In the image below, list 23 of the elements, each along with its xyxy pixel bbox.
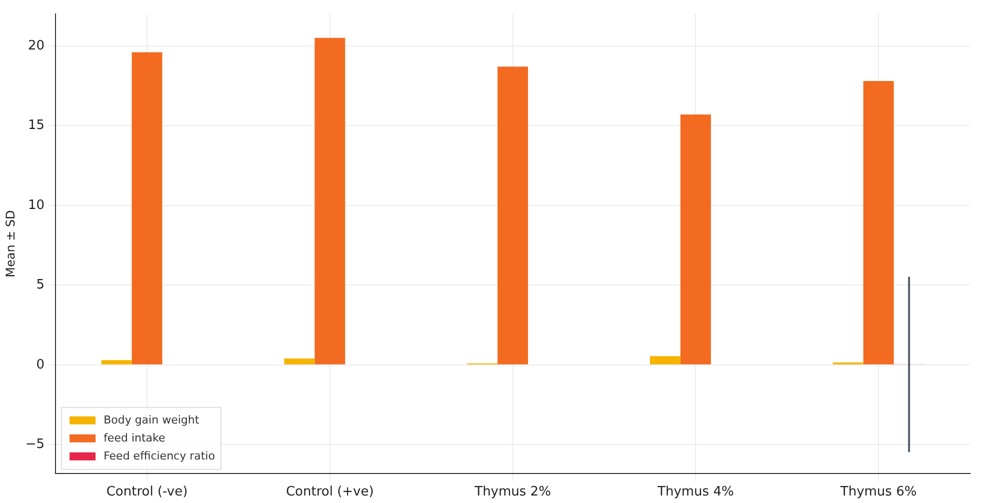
legend-label: Feed efficiency ratio: [104, 449, 216, 462]
bar: [650, 356, 680, 364]
legend-label: Body gain weight: [104, 413, 200, 426]
legend-label: feed intake: [104, 431, 166, 444]
y-tick-label: 10: [28, 198, 45, 213]
x-tick-label: Thymus 4%: [656, 484, 734, 500]
bar: [863, 80, 894, 364]
bar: [101, 360, 132, 364]
y-axis-title: Mean ± SD: [3, 210, 18, 278]
y-tick-label: −5: [25, 437, 45, 452]
x-tick-label: Control (+ve): [286, 484, 374, 500]
x-tick-label: Thymus 2%: [474, 484, 551, 500]
y-tick-label: 15: [28, 118, 45, 134]
bar: [680, 114, 711, 364]
bar: [498, 66, 528, 364]
bar: [314, 38, 346, 364]
bar: [132, 52, 162, 364]
y-tick-label: 20: [28, 38, 45, 54]
x-tick-label: Thymus 6%: [839, 484, 917, 500]
bar: [284, 358, 315, 364]
y-tick-label: 0: [36, 357, 45, 372]
x-tick-label: Control (-ve): [106, 484, 188, 500]
y-tick-label: 5: [36, 278, 45, 293]
